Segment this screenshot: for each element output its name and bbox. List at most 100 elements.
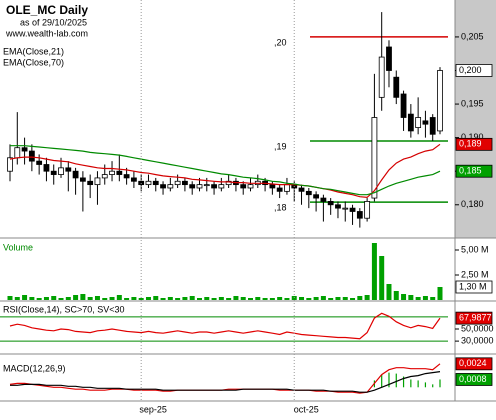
volume-bar	[313, 297, 319, 300]
candle-body	[284, 184, 290, 192]
volume-bar	[342, 297, 348, 300]
y-tick-label: 5,00 M	[461, 244, 489, 254]
candle-body	[378, 56, 385, 98]
candle-body	[182, 180, 188, 186]
candle-body	[50, 170, 57, 175]
candle-body	[415, 117, 422, 128]
volume-bar	[306, 298, 312, 300]
volume-bar	[167, 297, 173, 300]
candle-body	[305, 190, 312, 196]
candle-body	[109, 170, 115, 175]
candle-body	[400, 93, 407, 118]
y-tick-label: 0,195	[461, 98, 484, 108]
y-tick-label: 50,0000	[461, 323, 494, 333]
volume-bar	[65, 297, 71, 300]
volume-bar	[182, 297, 188, 300]
candle-body	[247, 184, 254, 189]
volume-bar	[269, 298, 275, 300]
volume-bar	[401, 294, 407, 300]
volume-bar	[299, 297, 305, 300]
volume-bar	[138, 298, 144, 300]
volume-bar	[14, 297, 20, 300]
last-value-box	[455, 64, 493, 77]
volume-bar	[196, 298, 202, 300]
volume-bar	[226, 298, 232, 300]
pane-label: MACD(12,26,9)	[3, 363, 66, 373]
volume-bar	[145, 297, 151, 300]
volume-bar	[328, 298, 334, 300]
last-value-box	[455, 137, 493, 151]
volume-bar	[160, 298, 166, 300]
candle-body	[240, 184, 247, 189]
volume-bar	[7, 296, 13, 300]
volume-bar	[22, 295, 28, 300]
legend-entry: EMA(Close,21)	[3, 46, 64, 56]
candle-body	[36, 160, 43, 165]
candle-body	[130, 177, 137, 182]
candle-body	[225, 180, 232, 186]
volume-bar	[240, 297, 246, 300]
volume-bar	[87, 297, 93, 300]
volume-bar	[379, 256, 385, 300]
last-value-label: 0,200	[459, 65, 482, 75]
frames	[0, 0, 496, 402]
candle-body	[407, 113, 414, 132]
price-axis-band	[455, 0, 496, 238]
last-value-label: 0,185	[459, 166, 482, 176]
volume-bar	[116, 295, 122, 300]
volume-bar	[422, 296, 428, 300]
candle-body	[335, 204, 341, 209]
last-value-label: 1,30 M	[459, 281, 487, 291]
last-value-box	[455, 164, 493, 178]
candle-body	[14, 147, 21, 159]
last-value-box	[455, 280, 493, 294]
volume-bar	[277, 297, 283, 300]
legend-entry: EMA(Close,70)	[3, 57, 64, 67]
volume-bar	[364, 295, 370, 300]
last-value-label: 67,9877	[459, 313, 492, 323]
level-label: ,19	[274, 141, 287, 151]
candle-body	[371, 117, 378, 199]
last-value-box	[455, 373, 493, 386]
subtitle: as of 29/10/2025	[20, 17, 87, 27]
volume-bar	[51, 296, 57, 300]
candle-body	[211, 184, 217, 189]
candle-body	[174, 180, 181, 186]
candle-body	[138, 180, 145, 186]
candle-body	[422, 120, 429, 125]
y-tick-label: 0,190	[461, 132, 484, 142]
volume-bar	[124, 298, 130, 300]
y-tick-label: 0,205	[461, 31, 484, 41]
candle-body	[356, 211, 363, 219]
volume-bar	[233, 296, 239, 300]
candle-body	[94, 177, 101, 186]
candle-body	[152, 180, 159, 186]
volume-bar	[335, 297, 341, 300]
volume-bar	[58, 298, 64, 300]
level-label: ,18	[274, 202, 287, 212]
candle-body	[189, 184, 196, 189]
series-line	[10, 145, 441, 196]
volume-bar	[415, 297, 421, 300]
pane-label: Volume	[3, 242, 33, 252]
candle-body	[349, 207, 356, 212]
volume-bar	[218, 297, 224, 300]
series-line	[9, 143, 441, 199]
source: www.wealth-lab.com	[5, 28, 88, 38]
volume-bar	[43, 297, 49, 300]
volume-bar	[262, 298, 268, 300]
volume-bar	[284, 298, 290, 300]
last-value-box	[455, 357, 493, 371]
last-value-box	[455, 311, 493, 325]
candle-body	[429, 117, 436, 135]
volume-bar	[80, 294, 86, 300]
volume-bar	[350, 298, 356, 300]
candle-body	[313, 194, 320, 199]
candle-body	[7, 157, 13, 172]
last-value-label: 0,0008	[459, 374, 487, 384]
volume-bar	[36, 298, 42, 300]
candle-body	[364, 201, 371, 219]
volume-bar	[371, 243, 377, 300]
